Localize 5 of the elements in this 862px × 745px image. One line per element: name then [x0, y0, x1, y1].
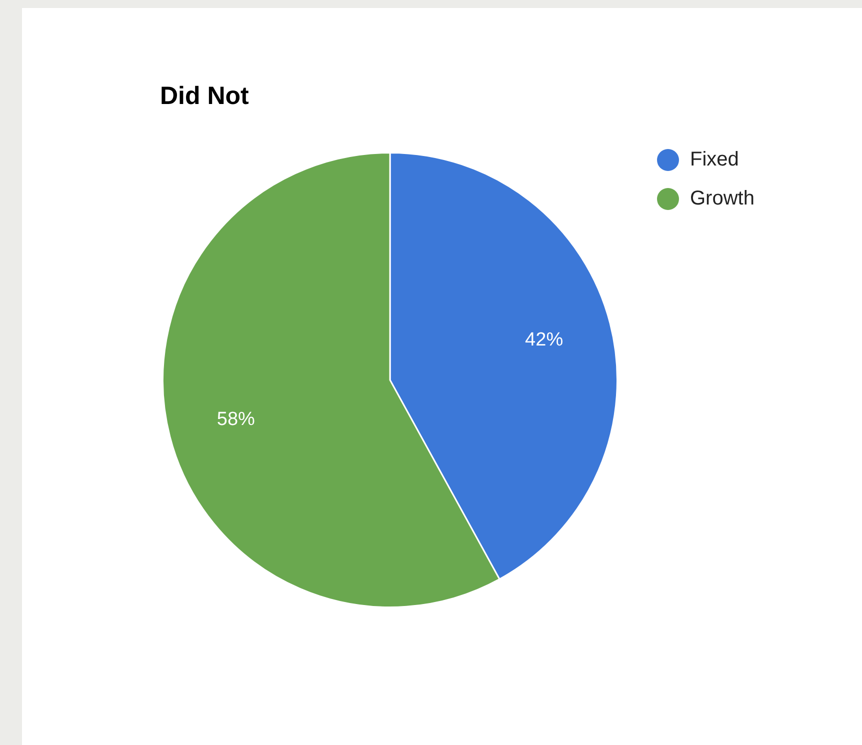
- chart-title: Did Not: [160, 82, 250, 110]
- data-label: 58%: [216, 408, 256, 430]
- data-label: 42%: [525, 330, 564, 351]
- legend-label: Fixed: [690, 148, 739, 171]
- legend-label: Growth: [690, 188, 754, 210]
